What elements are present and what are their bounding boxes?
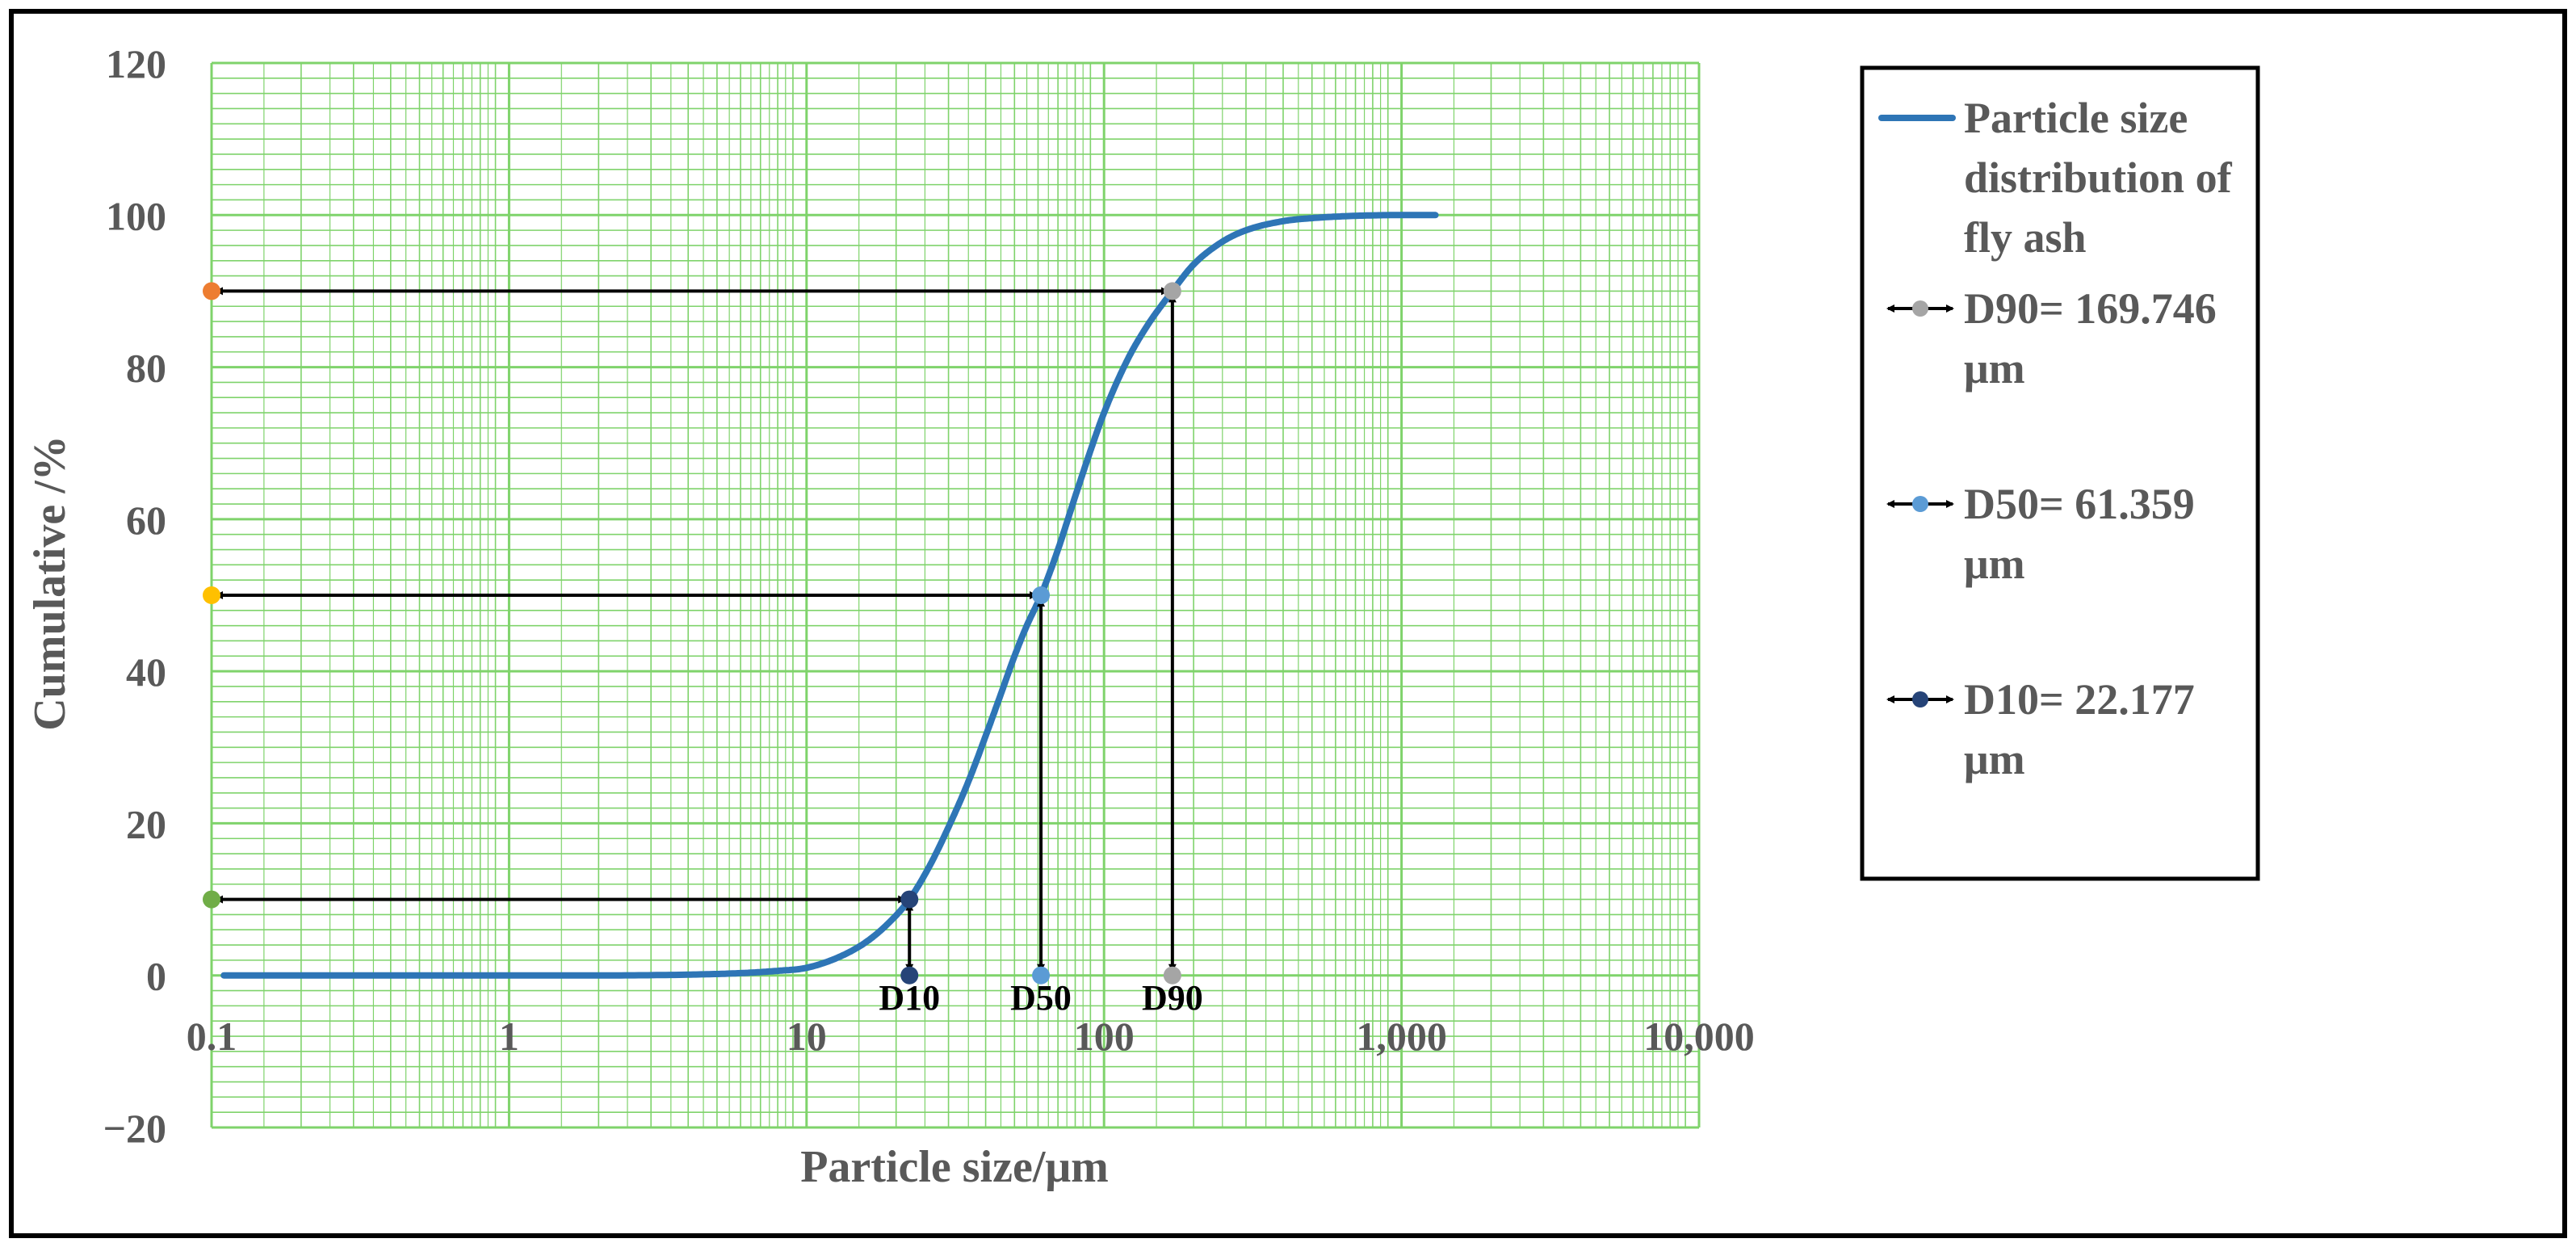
annotation-d50: D50 (1010, 978, 1072, 1018)
plot-grid (210, 61, 1701, 1129)
y-tick-label: 120 (106, 41, 166, 86)
legend-marker-swatch (1912, 300, 1928, 317)
base-point-d10 (900, 966, 919, 985)
legend-box (1860, 65, 2260, 881)
legend-item-label: D10= 22.177 (1964, 675, 2195, 724)
axis-point-d90 (203, 282, 220, 300)
legend-item-label: μm (1964, 540, 2025, 588)
legend-series-label: fly ash (1964, 213, 2087, 262)
x-tick-label: 1 (499, 1014, 519, 1059)
axis-point-d10 (203, 890, 220, 909)
series-line-fly-ash (220, 212, 1439, 979)
legend-item-label: D50= 61.359 (1964, 480, 2195, 528)
y-axis-label: Cumulative /% (25, 435, 75, 731)
series-layer (220, 212, 1439, 979)
annotation-d90: D90 (1142, 978, 1203, 1018)
reference-arrows (215, 287, 1177, 972)
curve-point-d90 (1163, 282, 1181, 300)
legend-marker-swatch (1912, 691, 1928, 707)
y-tick-label: 100 (106, 193, 166, 238)
x-tick-label: 100 (1074, 1014, 1135, 1059)
annotation-d10: D10 (879, 978, 940, 1018)
curve-point-d50 (1032, 586, 1051, 604)
legend-item-label: D90= 169.746 (1964, 284, 2217, 333)
axis-point-d50 (203, 586, 220, 604)
x-axis-label: Particle size/μm (800, 1142, 1109, 1192)
y-tick-label: −20 (103, 1106, 167, 1151)
y-tick-label: 20 (126, 801, 166, 846)
x-tick-label: 0.1 (187, 1014, 237, 1059)
marker-points (203, 282, 1181, 985)
y-tick-label: 80 (126, 346, 166, 391)
y-axis-ticks: −20 0 20 40 60 80 100 120 (103, 41, 167, 1151)
base-point-d90 (1163, 966, 1181, 985)
x-tick-label: 10 (787, 1014, 827, 1059)
x-tick-label: 10,000 (1643, 1014, 1755, 1059)
y-tick-label: 40 (126, 649, 166, 695)
x-axis-ticks: 0.1 1 10 100 1,000 10,000 (187, 1014, 1755, 1059)
legend-series-label: Particle size (1964, 94, 2188, 142)
d-annotations: D90 D50 D10 (879, 978, 1202, 1018)
y-tick-label: 60 (126, 498, 166, 543)
x-tick-label: 1,000 (1356, 1014, 1447, 1059)
legend: Particle size distribution of fly ash D90= … (1860, 65, 2260, 881)
curve-point-d10 (900, 890, 919, 909)
legend-marker-swatch (1912, 496, 1928, 512)
legend-series-label: distribution of (1964, 153, 2233, 202)
y-tick-label: 0 (146, 954, 166, 999)
legend-item-label: μm (1964, 344, 2025, 393)
legend-item-label: μm (1964, 735, 2025, 783)
base-point-d50 (1032, 966, 1051, 985)
